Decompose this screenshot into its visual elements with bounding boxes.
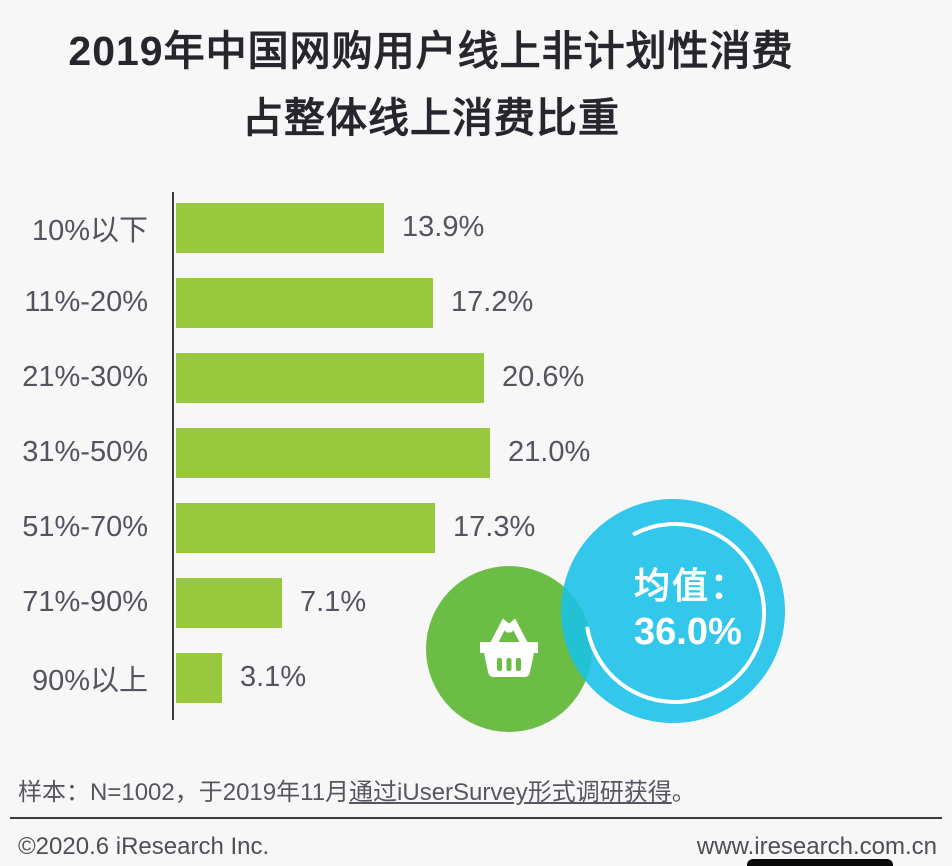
sample-note: 样本：N=1002，于2019年11月通过iUserSurvey形式调研获得。 (18, 772, 696, 807)
category-label: 11%-20% (24, 286, 148, 318)
value-label: 7.1% (300, 586, 367, 618)
redaction-bar (747, 859, 893, 866)
shopping-basket-icon (480, 618, 538, 677)
footer-divider (10, 817, 942, 819)
sample-note-prefix: 样本：N=1002，于2019年11月 (18, 779, 350, 806)
average-label: 均值： (634, 565, 749, 606)
bar-row: 31%-50% 21.0% (0, 415, 640, 490)
chart-title-line1: 2019年中国网购用户线上非计划性消费 (68, 28, 794, 74)
bar (176, 202, 384, 253)
bar-row: 11%-20% 17.2% (0, 265, 640, 340)
value-label: 17.2% (451, 286, 534, 318)
category-label: 10%以下 (31, 214, 148, 247)
bar-chart: 10%以下 13.9% 11%-20% 17.2% 21%-30% 20.6% 31%-50… (0, 190, 640, 720)
bar-row: 90%以上 3.1% (0, 640, 640, 715)
sample-note-method: 通过iUserSurvey形式调研获得 (349, 779, 672, 806)
category-label: 31%-50% (22, 436, 148, 468)
bar-row: 21%-30% 20.6% (0, 340, 640, 415)
bar (176, 652, 222, 703)
copyright-text: ©2020.6 iResearch Inc. (18, 833, 270, 860)
website-text: www.iresearch.com.cn (696, 833, 937, 860)
category-label: 51%-70% (22, 511, 148, 543)
bar-row: 51%-70% 17.3% (0, 490, 640, 565)
value-label: 3.1% (240, 661, 307, 693)
value-label: 21.0% (508, 436, 591, 468)
y-axis-line (172, 192, 174, 720)
category-label: 21%-30% (22, 361, 148, 393)
sample-note-suffix: 。 (671, 779, 696, 806)
value-label: 13.9% (402, 211, 485, 243)
average-badge: 均值： 36.0% (561, 499, 785, 723)
bar-row: 71%-90% 7.1% (0, 565, 640, 640)
bar (176, 277, 433, 328)
bar (176, 427, 490, 478)
chart-title: 2019年中国网购用户线上非计划性消费 占整体线上消费比重 (0, 18, 862, 152)
average-value: 36.0% (634, 611, 742, 653)
bar (176, 502, 435, 553)
value-label: 17.3% (453, 511, 536, 543)
value-label: 20.6% (502, 361, 585, 393)
category-label: 90%以上 (31, 664, 148, 697)
progress-ring-icon (585, 522, 767, 704)
category-label: 71%-90% (22, 586, 148, 618)
bar (176, 352, 484, 403)
bar-rows: 10%以下 13.9% 11%-20% 17.2% 21%-30% 20.6% 31%-50… (0, 190, 640, 715)
bar-row: 10%以下 13.9% (0, 190, 640, 265)
bar (176, 577, 282, 628)
chart-title-line2: 占整体线上消费比重 (242, 95, 620, 141)
